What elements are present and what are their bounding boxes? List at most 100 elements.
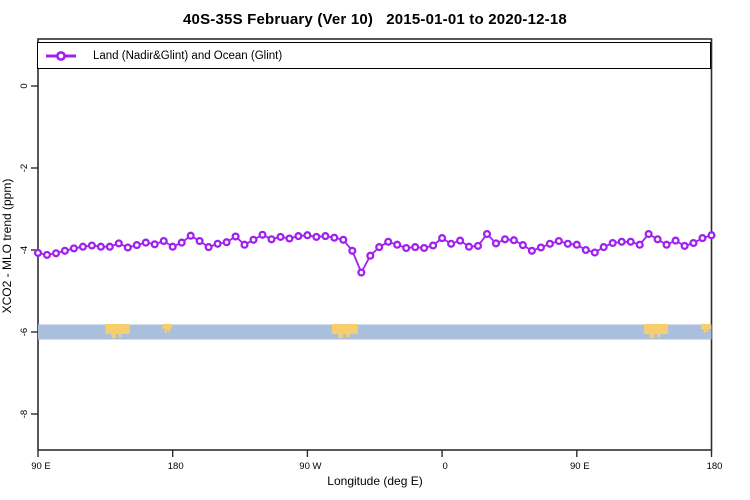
data-point bbox=[554, 236, 563, 246]
x-tick-label: 90 E bbox=[570, 461, 590, 472]
data-point bbox=[402, 243, 411, 253]
map-band-land-detail bbox=[706, 324, 709, 332]
data-point bbox=[671, 236, 680, 245]
y-tick-label: -2 bbox=[19, 164, 30, 172]
data-point bbox=[644, 229, 653, 239]
x-axis-label: Longitude (deg E) bbox=[327, 474, 423, 488]
legend-label: Land (Nadir&Glint) and Ocean (Glint) bbox=[93, 49, 283, 62]
map-band-land-australia bbox=[105, 324, 130, 334]
legend: Land (Nadir&Glint) and Ocean (Glint) bbox=[37, 42, 711, 69]
data-point bbox=[438, 234, 447, 243]
map-band-land-detail bbox=[338, 324, 343, 338]
data-point bbox=[411, 243, 420, 252]
data-point bbox=[204, 243, 213, 252]
data-point bbox=[168, 242, 177, 251]
data-point bbox=[348, 246, 357, 255]
map-band-land-detail bbox=[111, 324, 116, 338]
data-point bbox=[456, 236, 465, 245]
data-point bbox=[509, 236, 518, 245]
x-tick-label: 0 bbox=[442, 461, 447, 472]
data-point bbox=[707, 231, 716, 240]
data-point bbox=[276, 232, 285, 241]
data-point bbox=[258, 230, 267, 239]
data-line bbox=[37, 233, 712, 274]
data-point bbox=[635, 240, 644, 249]
data-point bbox=[186, 231, 195, 240]
data-point bbox=[69, 244, 78, 253]
data-point bbox=[420, 243, 429, 253]
map-band-land-new-zealand bbox=[701, 324, 711, 329]
data-point bbox=[159, 236, 168, 246]
data-point bbox=[366, 251, 375, 260]
y-axis-label: XCO2 - MLO trend (ppm) bbox=[0, 178, 14, 314]
data-point bbox=[500, 235, 510, 244]
map-band-land-south-america bbox=[331, 324, 358, 334]
data-point bbox=[429, 241, 438, 250]
map-band-land-detail bbox=[346, 324, 350, 337]
data-point bbox=[123, 243, 132, 252]
data-point bbox=[150, 240, 159, 249]
data-point bbox=[141, 238, 150, 247]
y-tick-label: -6 bbox=[19, 328, 30, 336]
data-point bbox=[51, 249, 61, 258]
data-point bbox=[78, 242, 87, 251]
data-point bbox=[357, 268, 366, 277]
data-point bbox=[42, 250, 52, 259]
data-point bbox=[285, 234, 294, 243]
data-point bbox=[447, 239, 456, 248]
data-point bbox=[680, 241, 689, 250]
data-point bbox=[60, 246, 69, 255]
data-point bbox=[249, 235, 258, 244]
map-band-land-australia bbox=[644, 324, 669, 334]
data-point bbox=[563, 239, 572, 248]
data-point bbox=[590, 248, 599, 257]
data-point bbox=[267, 235, 276, 244]
data-point bbox=[393, 240, 402, 249]
data-point bbox=[312, 232, 321, 241]
data-point bbox=[581, 245, 590, 255]
data-point bbox=[375, 243, 384, 252]
data-point bbox=[464, 242, 474, 251]
y-tick-label: 0 bbox=[19, 83, 30, 88]
data-point bbox=[599, 243, 608, 252]
data-point bbox=[87, 241, 96, 250]
data-point bbox=[339, 235, 348, 244]
data-point bbox=[213, 239, 222, 248]
data-point bbox=[330, 233, 339, 242]
map-band-land-detail bbox=[650, 324, 655, 338]
data-point bbox=[482, 229, 492, 239]
data-point bbox=[536, 243, 545, 252]
x-tick-label: 180 bbox=[707, 461, 723, 472]
legend-line-marker-icon bbox=[46, 50, 76, 61]
chart-title: 40S-35S February (Ver 10) 2015-01-01 to … bbox=[183, 11, 567, 28]
data-point bbox=[608, 238, 617, 248]
map-band-land-detail bbox=[703, 324, 706, 333]
data-point bbox=[384, 237, 393, 246]
data-point bbox=[545, 239, 554, 248]
data-point bbox=[491, 239, 501, 248]
plot-box bbox=[37, 38, 713, 451]
data-point bbox=[33, 248, 43, 257]
x-tick-label: 90 W bbox=[299, 461, 321, 472]
data-point bbox=[662, 240, 671, 249]
x-tick-label: 180 bbox=[168, 461, 184, 472]
map-band-land-detail bbox=[164, 324, 167, 333]
data-point bbox=[698, 234, 707, 243]
map-band-ocean bbox=[38, 324, 712, 340]
data-point bbox=[321, 232, 330, 241]
data-point bbox=[240, 240, 249, 249]
x-tick-label: 90 E bbox=[31, 461, 51, 472]
data-point bbox=[617, 237, 626, 246]
data-point bbox=[105, 242, 114, 251]
data-point bbox=[473, 241, 483, 250]
data-point bbox=[177, 238, 186, 247]
data-point bbox=[527, 246, 536, 255]
data-point bbox=[132, 241, 141, 250]
data-point bbox=[195, 236, 204, 246]
map-band-land-new-zealand bbox=[162, 324, 172, 329]
data-point bbox=[114, 239, 123, 248]
data-point bbox=[231, 232, 240, 241]
map-band-land-detail bbox=[118, 324, 122, 337]
